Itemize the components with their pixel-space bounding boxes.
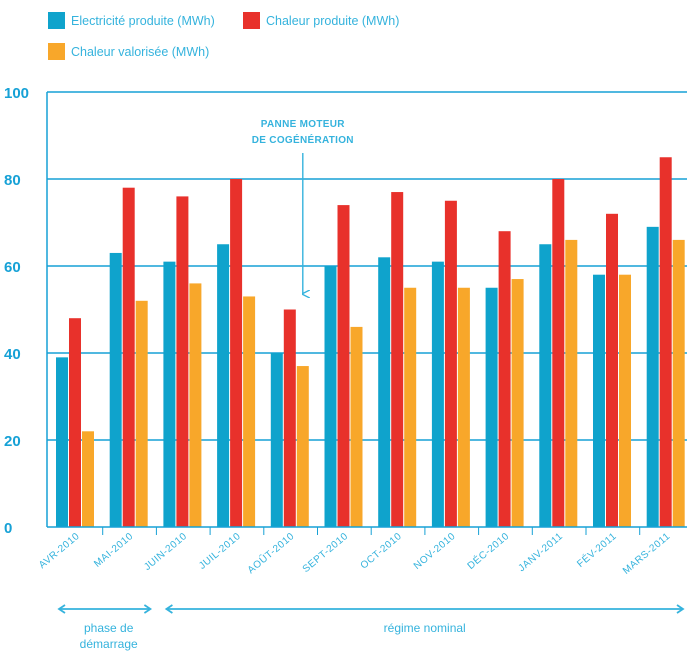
legend-swatch-chaleur — [243, 12, 260, 29]
phase-1-label-2: démarrage — [80, 637, 138, 651]
bar-2-2 — [122, 187, 135, 527]
annotation-line-1: PANNE MOTEUR — [261, 119, 345, 130]
bar-1-5 — [270, 353, 283, 527]
bar-2-8 — [444, 200, 457, 527]
bar-1-9 — [485, 287, 498, 527]
bar-1-6 — [324, 266, 337, 527]
bar-1-12 — [646, 226, 659, 527]
y-tick-label-60: 60 — [4, 259, 21, 276]
y-tick-label-40: 40 — [4, 346, 21, 363]
x-tick-label-3: JUIN-2010 — [142, 531, 189, 573]
phase-2-arrow-right — [676, 604, 685, 614]
legend-label-electricite: Electricité produite (MWh) — [71, 13, 215, 28]
bar-1-11 — [593, 274, 605, 527]
legend-swatch-valorisee — [48, 43, 65, 60]
bar-3-6 — [350, 326, 363, 527]
phase-2-arrow-left — [164, 604, 173, 614]
legend-item-electricite: Electricité produite (MWh) — [48, 12, 215, 29]
x-tick-label-10: JANV-2011 — [517, 531, 566, 574]
phase-1-label-1: phase de — [84, 621, 134, 635]
bar-2-4 — [230, 179, 243, 527]
legend-label-chaleur: Chaleur produite (MWh) — [266, 13, 400, 28]
legend-item-valorisee: Chaleur valorisée (MWh) — [48, 43, 209, 60]
bar-1-8 — [431, 261, 444, 527]
phase-2-label-1: régime nominal — [384, 621, 466, 635]
bar-3-2 — [135, 300, 148, 527]
x-tick-label-1: AVR-2010 — [37, 531, 82, 571]
bar-1-1 — [56, 357, 68, 527]
bar-3-8 — [457, 287, 470, 527]
x-tick-label-9: DÉC-2010 — [464, 529, 511, 572]
bar-1-7 — [378, 257, 391, 527]
x-tick-label-8: NOV-2010 — [412, 531, 458, 572]
legend-label-valorisee: Chaleur valorisée (MWh) — [71, 44, 210, 59]
annotation-line-2: DE COGÉNÉRATION — [252, 133, 354, 146]
x-tick-label-11: FÉV-2011 — [574, 529, 619, 570]
bar-3-9 — [511, 279, 524, 527]
bar-3-11 — [619, 274, 631, 527]
bar-3-4 — [243, 296, 256, 527]
bar-2-12 — [659, 157, 672, 527]
y-tick-label-80: 80 — [4, 172, 21, 189]
x-tick-label-7: OCT-2010 — [359, 531, 404, 572]
x-tick-label-6: SEPT-2010 — [301, 531, 351, 575]
legend-swatch-electricite — [48, 12, 65, 29]
bar-3-12 — [672, 239, 685, 527]
bar-2-7 — [391, 192, 404, 528]
bar-2-10 — [552, 179, 565, 527]
bar-2-5 — [283, 309, 296, 527]
x-tick-label-2: MAI-2010 — [92, 531, 135, 570]
bar-2-1 — [69, 318, 81, 527]
bar-3-10 — [565, 239, 578, 527]
x-tick-label-5: AOÛT-2010 — [244, 529, 296, 576]
y-tick-label-20: 20 — [4, 433, 21, 450]
legend-item-chaleur: Chaleur produite (MWh) — [243, 12, 399, 29]
y-tick-label-0: 0 — [4, 520, 12, 537]
phase-1-arrow-left — [57, 604, 66, 614]
bar-2-3 — [176, 196, 189, 527]
bar-2-6 — [337, 205, 350, 527]
bar-3-7 — [404, 287, 417, 527]
x-tick-label-4: JUIL-2010 — [197, 531, 243, 572]
bar-2-9 — [498, 231, 511, 527]
y-tick-label-100: 100 — [4, 85, 29, 102]
bar-1-2 — [109, 252, 122, 527]
phase-1-arrow-right — [143, 604, 153, 614]
bar-3-3 — [189, 283, 202, 527]
bar-2-11 — [606, 213, 618, 528]
bar-1-10 — [539, 244, 552, 527]
bar-1-4 — [217, 244, 230, 527]
bar-1-3 — [163, 261, 176, 527]
x-tick-label-12: MARS-2011 — [621, 531, 673, 577]
bar-3-1 — [82, 431, 94, 527]
bar-3-5 — [296, 366, 309, 527]
